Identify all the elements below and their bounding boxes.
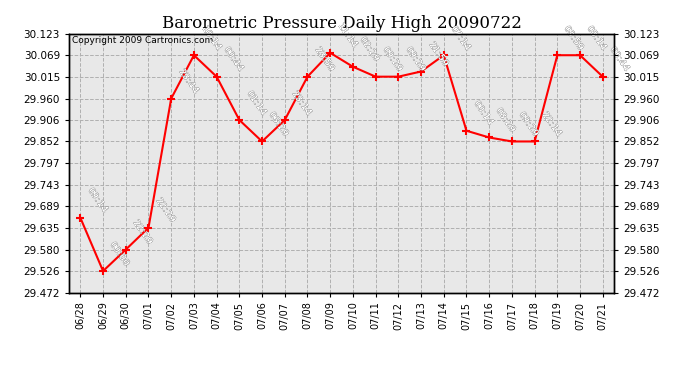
Text: 00:14: 00:14 <box>471 99 494 128</box>
Text: 09:59: 09:59 <box>562 24 585 52</box>
Text: Copyright 2009 Cartronics.com: Copyright 2009 Cartronics.com <box>72 36 213 45</box>
Text: 22:29: 22:29 <box>130 218 154 247</box>
Title: Barometric Pressure Daily High 20090722: Barometric Pressure Daily High 20090722 <box>161 15 522 32</box>
Text: 09:14: 09:14 <box>84 186 108 215</box>
Text: 09:29: 09:29 <box>516 110 540 139</box>
Text: 06:29: 06:29 <box>266 110 290 139</box>
Text: 11:14: 11:14 <box>335 21 358 50</box>
Text: 02:29: 02:29 <box>357 35 381 64</box>
Text: 08:14: 08:14 <box>584 24 608 52</box>
Text: 00:44: 00:44 <box>221 45 244 74</box>
Text: 01:14: 01:14 <box>244 88 267 117</box>
Text: 09:29: 09:29 <box>402 45 426 74</box>
Text: 08:14: 08:14 <box>584 24 608 52</box>
Text: 08:29: 08:29 <box>493 106 517 135</box>
Text: 21:59: 21:59 <box>425 40 449 69</box>
Text: 07:14: 07:14 <box>448 24 472 52</box>
Text: 22:29: 22:29 <box>152 196 177 225</box>
Text: 09:29: 09:29 <box>380 45 404 74</box>
Text: 06:29: 06:29 <box>266 110 290 139</box>
Text: 00:00: 00:00 <box>107 240 130 268</box>
Text: 10:14: 10:14 <box>198 24 222 52</box>
Text: 09:59: 09:59 <box>562 24 585 52</box>
Text: 00:14: 00:14 <box>471 99 494 128</box>
Text: 00:44: 00:44 <box>607 45 631 74</box>
Text: 09:29: 09:29 <box>516 110 540 139</box>
Text: 00:00: 00:00 <box>107 240 130 268</box>
Text: 10:14: 10:14 <box>198 24 222 52</box>
Text: 02:29: 02:29 <box>357 35 381 64</box>
Text: 23:44: 23:44 <box>175 67 199 96</box>
Text: 23:14: 23:14 <box>289 88 313 117</box>
Text: 09:14: 09:14 <box>84 186 108 215</box>
Text: 22:14: 22:14 <box>539 110 562 139</box>
Text: 23:59: 23:59 <box>312 45 335 74</box>
Text: 07:14: 07:14 <box>448 24 472 52</box>
Text: 23:44: 23:44 <box>175 67 199 96</box>
Text: 22:29: 22:29 <box>130 218 154 247</box>
Text: 23:14: 23:14 <box>289 88 313 117</box>
Text: 11:14: 11:14 <box>335 21 358 50</box>
Text: 22:29: 22:29 <box>152 196 177 225</box>
Text: 08:29: 08:29 <box>493 106 517 135</box>
Text: 22:14: 22:14 <box>539 110 562 139</box>
Text: 23:59: 23:59 <box>312 45 335 74</box>
Text: 01:14: 01:14 <box>244 88 267 117</box>
Text: 09:29: 09:29 <box>380 45 404 74</box>
Text: 00:44: 00:44 <box>607 45 631 74</box>
Text: 09:29: 09:29 <box>402 45 426 74</box>
Text: 00:44: 00:44 <box>221 45 244 74</box>
Text: 21:59: 21:59 <box>425 40 449 69</box>
